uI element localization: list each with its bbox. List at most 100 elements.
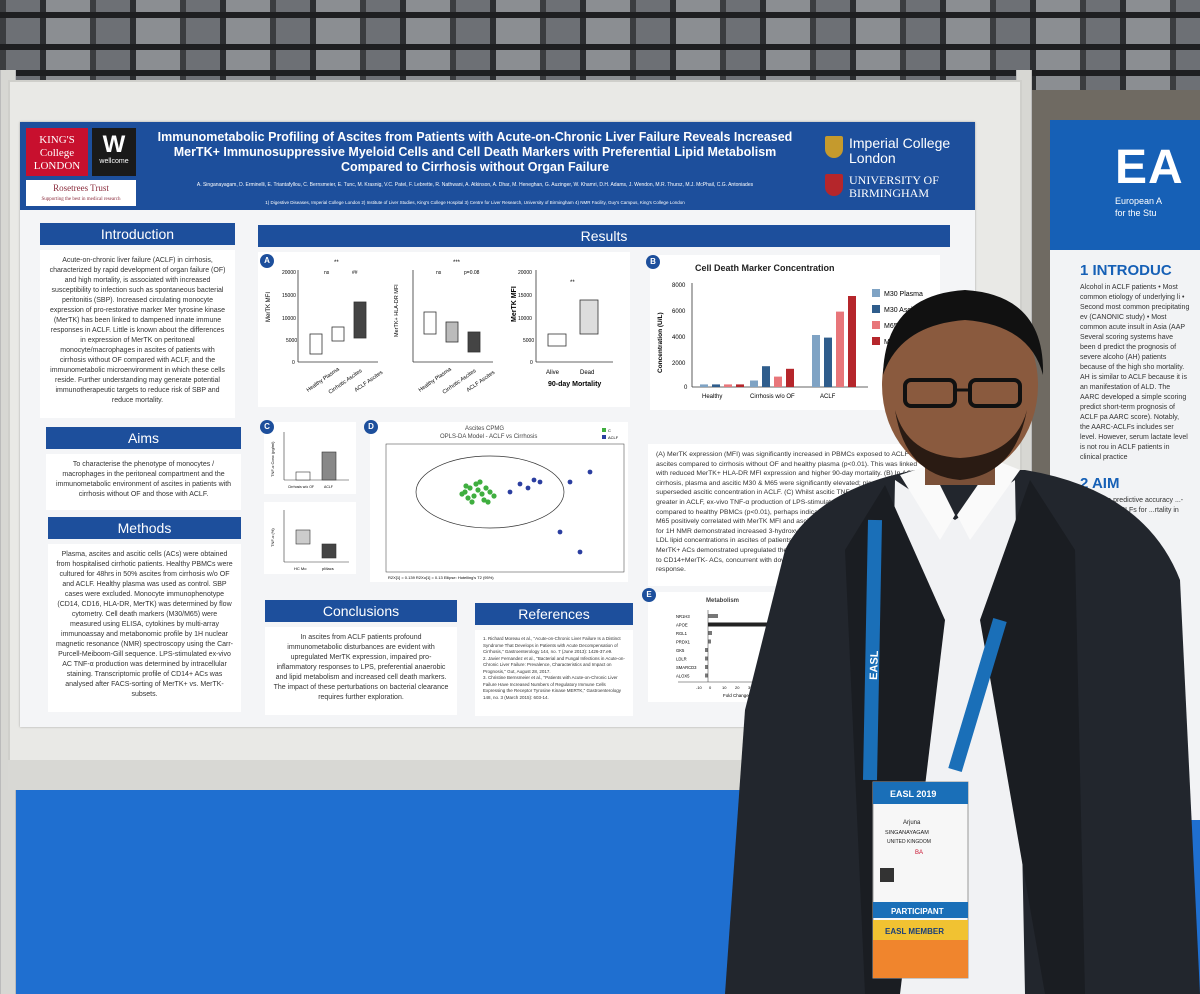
reference-item: 3. Christine Bernsmeier et al., "Patient…: [483, 675, 621, 700]
badge-event: EASL 2019: [890, 789, 936, 799]
panel-e-xlabel: Fold Change: [723, 693, 749, 698]
panel-e-bar-chart: NR1H3 APOE RGL1 PRDX1 GK5 LDLR SMARCD3 ALOX5 -1…: [676, 610, 788, 698]
panel-b-label: B: [646, 255, 660, 269]
panel-d-point-aclf: [525, 485, 531, 491]
panel-d-point-c: [475, 487, 481, 493]
panel-a-plot1-ylabel: MerTK MFI: [266, 292, 272, 322]
neighbor-poster-num-1: 1: [1080, 262, 1089, 279]
panel-e-tick: 20: [735, 685, 740, 690]
panel-d-point-c: [479, 491, 485, 497]
panel-b-legend-label: M30 Ascites: [884, 307, 922, 314]
panel-e-gene-bar: [708, 639, 711, 644]
panel-a-plot3-tick: 5000: [523, 338, 534, 344]
panel-e-gene-label: NR1H3: [676, 614, 690, 619]
panel-d-legend-c: C: [608, 428, 611, 433]
panel-e-gene-bar: [708, 631, 712, 635]
panel-b-bar: [700, 384, 708, 387]
badge-code: BA: [915, 850, 923, 856]
panel-b-bar: [786, 368, 794, 387]
panel-a-plot1-tick: 20000: [282, 270, 296, 276]
neighbor-poster-aim-heading: 2 AIM: [1080, 475, 1200, 492]
panel-a-plot3-ylabel: MerTK MFI: [511, 286, 518, 322]
panel-b-tick: 0: [684, 385, 688, 391]
panel-d-title-1: Ascites CPMG: [465, 426, 505, 432]
panel-c-plot1-cat: Cirrhosis w/o OF: [288, 485, 314, 489]
panel-c-plot2: TNF-α (%) HC Mo pMacs: [264, 502, 356, 574]
panel-a-plot1-tick: 5000: [286, 338, 297, 344]
conclusions-text: In ascites from ACLF patients profound i…: [265, 627, 457, 715]
panel-d-footer: R2X[1] = 0.139 R2Xo[1] = 0.13 Ellipse: H…: [388, 575, 494, 580]
panel-a-plot3-sig: **: [570, 280, 575, 286]
panel-e-gene-label: GK5: [676, 648, 685, 653]
panel-e-tick: 30: [748, 685, 753, 690]
panel-b-ylabel: Concentration (U/L): [657, 312, 664, 373]
panel-a-label: A: [260, 254, 274, 268]
panel-c-plot2-ylabel: TNF-α (%): [270, 528, 275, 547]
panel-b-legend-swatch: [872, 337, 880, 345]
panel-d-point-c: [463, 483, 469, 489]
panel-b-bar: [812, 335, 820, 387]
panel-b-legend-label: M30 Plasma: [884, 291, 923, 298]
panel-d-point-c: [485, 499, 491, 505]
panel-d-point-c: [483, 485, 489, 491]
panel-b-bar: [774, 376, 782, 387]
poster-authors: A. Singanayagam, D. Erminelli, E. Triant…: [196, 182, 754, 188]
panel-d-point-aclf: [537, 479, 543, 485]
panel-a-plot1-sig: ns: [324, 270, 330, 276]
panel-d-point-aclf: [557, 529, 563, 535]
panel-c-bar-chart: TNF-α Conc (pg/ml) Cirrhosis w/o OF ACLF: [270, 432, 349, 489]
badge-name: Arjuna: [903, 820, 921, 826]
panel-b-bar: [836, 311, 844, 387]
panel-b-cat: Healthy: [702, 394, 722, 400]
conclusions-heading: Conclusions: [265, 600, 457, 622]
panel-e-gene-bar: [708, 614, 718, 618]
panel-e-gene-label: ALOX5: [676, 674, 690, 679]
panel-a-plot1-tick: 10000: [282, 316, 296, 322]
panel-c-label: C: [260, 420, 274, 434]
aims-text: To characterise the phenotype of monocyt…: [46, 454, 241, 510]
panel-c-plot1-ylabel: TNF-α Conc (pg/ml): [270, 441, 275, 477]
poster-title-line-1: Immunometabolic Profiling of Ascites fro…: [157, 130, 793, 144]
birmingham-line-1: UNIVERSITY OF: [849, 173, 939, 187]
results-heading: Results: [258, 225, 950, 247]
panel-b-legend-swatch: [872, 305, 880, 313]
participant-badge: EASL 2019 Arjuna SINGANAYAGAM UNITED KIN…: [872, 781, 969, 979]
panel-e-label: E: [642, 588, 656, 602]
badge-role: PARTICIPANT: [891, 907, 944, 916]
introduction-heading: Introduction: [40, 223, 235, 245]
panel-a-plot1-tick: 0: [292, 360, 295, 366]
panel-b-legend-swatch: [872, 321, 880, 329]
panel-a-plot1-sig: **: [334, 260, 339, 266]
badge-country: UNITED KINGDOM: [887, 839, 931, 845]
hall-ceiling: [0, 0, 1200, 90]
panel-a-plot2-sig: ***: [453, 260, 461, 266]
panel-d-label: D: [364, 420, 378, 434]
panel-b-tick: 6000: [672, 309, 686, 315]
panel-e-gene-bar: [705, 648, 708, 652]
rosetrees-name: Rosetrees Trust: [53, 183, 109, 193]
methods-heading: Methods: [48, 517, 241, 539]
panel-b-title: Cell Death Marker Concentration: [695, 263, 835, 273]
badge-qr-icon: [880, 868, 894, 882]
panel-b-tick: 4000: [672, 335, 686, 341]
reference-item: 2. Javier Fernandez et al., "Bacterial a…: [483, 655, 625, 674]
panel-d-point-c: [481, 497, 487, 503]
panel-e-tick: -10: [696, 685, 703, 690]
panel-d-point-c: [469, 499, 475, 505]
poster-title: Immunometabolic Profiling of Ascites fro…: [145, 130, 805, 175]
panel-d-point-aclf: [567, 479, 573, 485]
imperial-crest-icon: [825, 136, 843, 158]
panel-e-gene-label: LDLR: [676, 657, 687, 662]
imperial-line-1: Imperial College: [849, 135, 951, 151]
panel-b-bar: [824, 337, 832, 387]
panel-d: D Ascites CPMG OPLS-DA Model - ACLF vs C…: [364, 420, 628, 582]
wellcome-logo: W wellcome: [92, 128, 136, 176]
panel-a-plot3-tick: 0: [530, 360, 533, 366]
panel-b-bar: [750, 380, 758, 387]
references-heading: References: [475, 603, 633, 625]
birmingham-line-2: BIRMINGHAM: [849, 186, 930, 200]
panel-d-point-c: [477, 479, 483, 485]
panel-b-bar: [724, 384, 732, 387]
panel-a-plot3-tick: 15000: [518, 293, 532, 299]
methods-text: Plasma, ascites and ascitic cells (ACs) …: [48, 544, 241, 712]
